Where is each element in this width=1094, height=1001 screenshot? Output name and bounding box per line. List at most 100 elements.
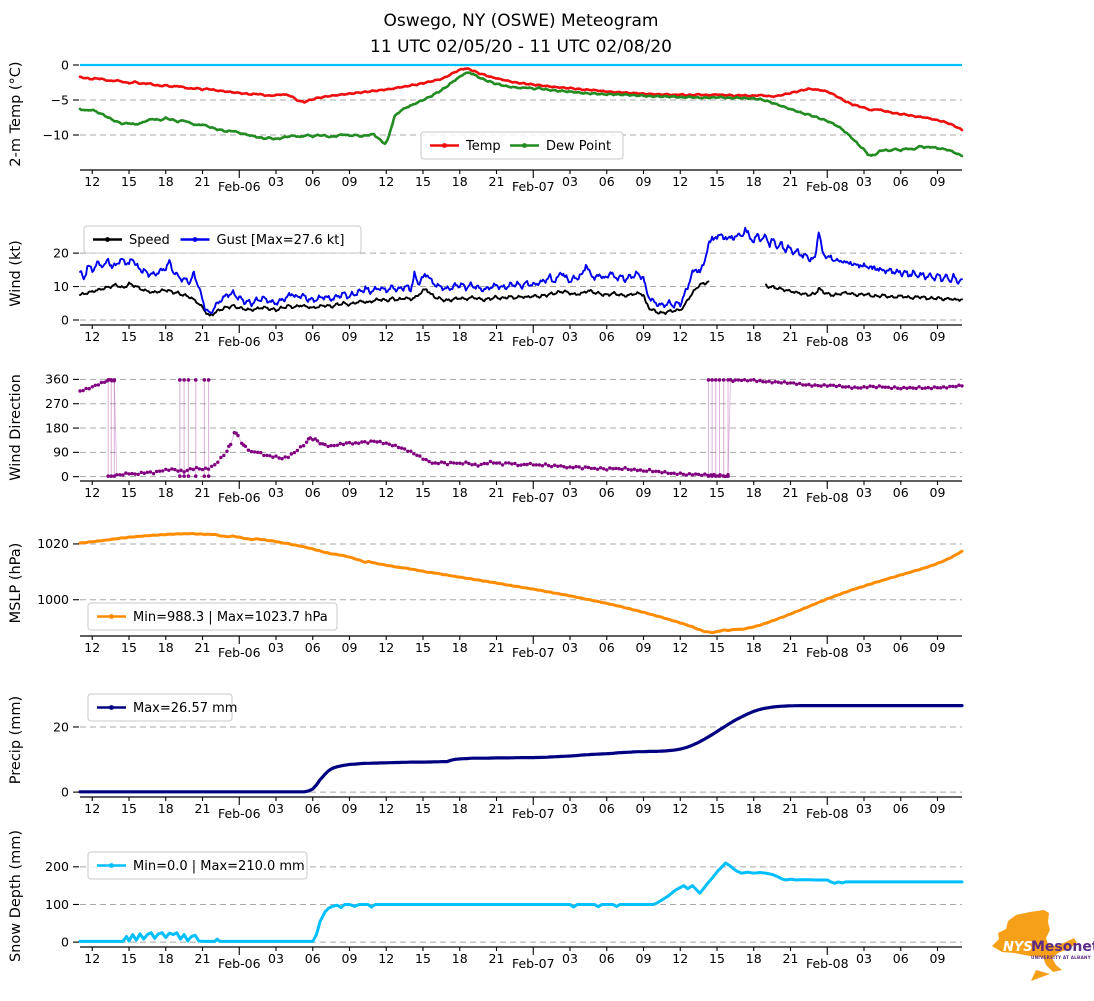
series-dew-point xyxy=(78,71,964,158)
data-dot xyxy=(347,440,352,445)
x-tick-label: 18 xyxy=(746,329,762,344)
x-tick-label: 18 xyxy=(746,485,762,500)
x-day-tick-label: Feb-06 xyxy=(218,490,261,505)
x-tick-label: 06 xyxy=(599,801,615,816)
x-tick-label: 15 xyxy=(121,329,137,344)
y-tick-label: 20 xyxy=(53,719,69,734)
x-tick-label: 21 xyxy=(489,485,505,500)
data-dot xyxy=(262,453,266,458)
data-dot xyxy=(620,467,624,472)
data-dot xyxy=(728,378,733,382)
data-dot xyxy=(396,445,401,450)
data-dot xyxy=(90,385,95,389)
data-dot xyxy=(203,466,208,470)
legend-box xyxy=(87,602,338,631)
data-dot xyxy=(862,385,866,389)
data-dot xyxy=(182,470,186,474)
data-dot xyxy=(592,466,597,470)
chart-subtitle: 11 UTC 02/05/20 - 11 UTC 02/08/20 xyxy=(370,37,672,57)
data-dot xyxy=(726,378,730,382)
x-tick-label: 03 xyxy=(268,174,284,189)
data-dot xyxy=(693,472,698,476)
x-day-tick-label: Feb-07 xyxy=(512,956,555,971)
x-tick-label: 12 xyxy=(378,329,394,344)
y-axis-label: 2-m Temp (°C) xyxy=(8,61,24,166)
data-dot xyxy=(115,473,119,477)
data-dot xyxy=(197,467,202,471)
x-tick-label: 06 xyxy=(599,951,615,966)
data-dot xyxy=(409,449,413,453)
data-dot xyxy=(660,471,664,475)
data-dot xyxy=(133,472,137,476)
data-dot xyxy=(598,466,603,470)
x-tick-label: 15 xyxy=(709,951,725,966)
data-dot xyxy=(647,467,652,472)
data-dot xyxy=(583,465,587,469)
data-dot xyxy=(436,461,440,466)
x-tick-label: 03 xyxy=(856,951,872,966)
x-tick-label: 12 xyxy=(84,951,100,966)
data-dot xyxy=(118,473,122,477)
data-dot xyxy=(957,383,961,387)
x-tick-label: 09 xyxy=(342,951,358,966)
x-tick-label: 03 xyxy=(562,174,578,189)
x-day-tick-label: Feb-07 xyxy=(512,490,555,505)
y-tick-label: 0 xyxy=(61,784,69,799)
data-dot xyxy=(246,448,251,452)
x-tick-label: 06 xyxy=(893,329,909,344)
y-tick-label: 1000 xyxy=(37,592,69,607)
x-tick-label: 21 xyxy=(489,174,505,189)
data-dot xyxy=(574,464,578,469)
data-dot xyxy=(669,471,673,476)
data-dot xyxy=(455,461,459,465)
x-tick-label: 06 xyxy=(893,801,909,816)
data-dot xyxy=(580,467,584,471)
data-dot xyxy=(433,461,437,465)
data-dot xyxy=(378,439,382,444)
data-dot xyxy=(635,468,640,473)
data-dot xyxy=(721,378,726,382)
data-dot xyxy=(442,461,447,465)
data-dot xyxy=(892,385,897,389)
data-dot xyxy=(819,384,823,388)
data-dot xyxy=(713,378,718,382)
data-dot xyxy=(681,472,685,476)
data-dot xyxy=(742,378,747,382)
data-dot xyxy=(534,463,538,467)
x-tick-label: 06 xyxy=(305,801,321,816)
data-dot xyxy=(102,380,107,384)
data-dot xyxy=(219,455,223,460)
data-dot xyxy=(78,389,82,393)
data-dot xyxy=(157,469,162,473)
data-dot xyxy=(393,443,398,447)
x-tick-label: 12 xyxy=(672,801,688,816)
data-dot xyxy=(626,467,630,472)
data-dot xyxy=(96,383,101,387)
x-tick-label: 09 xyxy=(342,329,358,344)
x-tick-label: 18 xyxy=(158,640,174,655)
data-dot xyxy=(497,461,502,465)
data-dot xyxy=(338,441,342,446)
data-dot xyxy=(696,472,701,477)
x-tick-label: 06 xyxy=(599,640,615,655)
x-tick-label: 18 xyxy=(452,640,468,655)
data-dot xyxy=(142,471,146,475)
panel-precip: 12 15 18 21 03 06 09 12 15 18 21 03 06 09 12 15 18 21 03 06… xyxy=(8,693,964,821)
x-tick-label: 03 xyxy=(856,801,872,816)
data-dot xyxy=(770,381,774,385)
data-dot xyxy=(663,470,667,474)
data-dot xyxy=(776,380,780,384)
x-tick-label: 09 xyxy=(636,174,652,189)
data-dot xyxy=(883,385,888,389)
x-tick-label: 12 xyxy=(378,640,394,655)
y-tick-label: 180 xyxy=(45,420,69,435)
x-tick-label: 15 xyxy=(415,329,431,344)
data-dot xyxy=(124,471,128,475)
x-tick-label: 15 xyxy=(121,640,137,655)
legend: Temp Dew Point xyxy=(420,131,624,160)
x-day-tick-label: Feb-06 xyxy=(218,956,261,971)
x-tick-label: 12 xyxy=(378,951,394,966)
data-dot xyxy=(243,444,248,448)
data-dot xyxy=(510,462,514,466)
x-tick-label: 06 xyxy=(599,485,615,500)
